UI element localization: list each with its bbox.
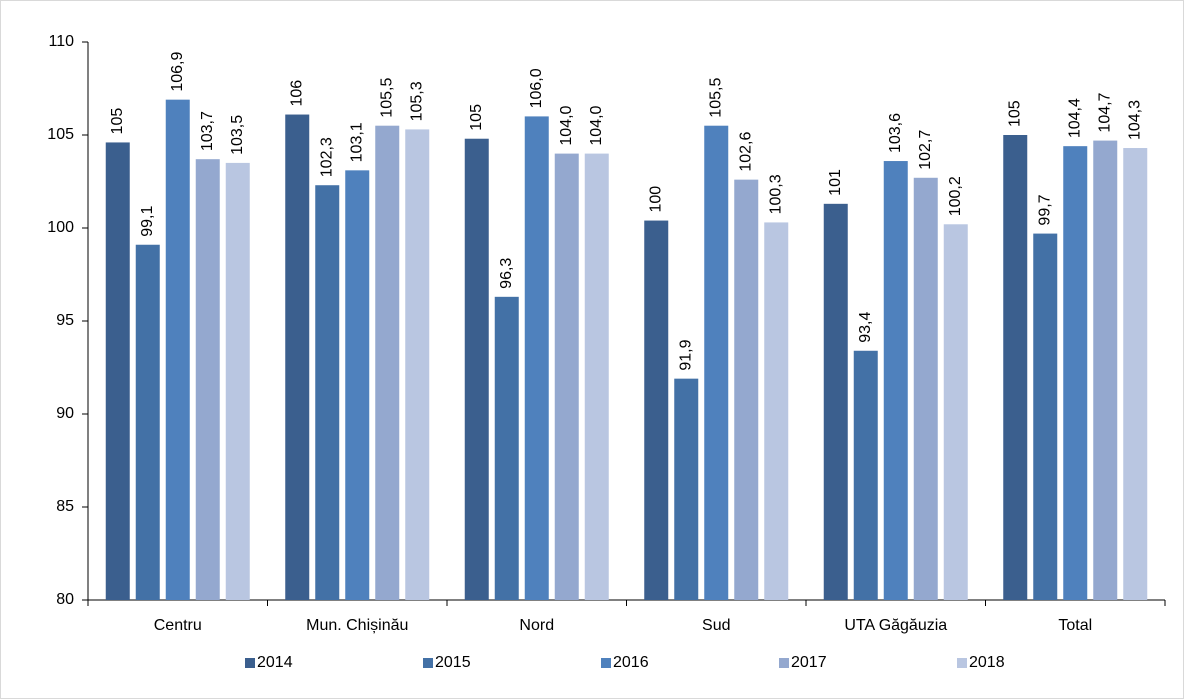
bar <box>644 220 669 600</box>
value-label: 106,0 <box>528 68 545 108</box>
bar <box>165 99 190 600</box>
bar <box>1063 146 1088 600</box>
bar <box>225 162 250 600</box>
legend-swatch <box>779 658 789 668</box>
legend-label: 2015 <box>435 654 471 671</box>
x-tick-label: Nord <box>519 617 554 634</box>
bar <box>315 185 340 600</box>
value-label: 105 <box>468 104 485 131</box>
legend-swatch <box>245 658 255 668</box>
value-label: 103,1 <box>348 122 365 162</box>
bar <box>494 296 519 600</box>
bar <box>764 222 789 601</box>
legend-swatch <box>601 658 611 668</box>
bar <box>195 159 220 600</box>
value-label: 103,6 <box>887 113 904 153</box>
value-label: 105,5 <box>707 78 724 118</box>
bar <box>1093 140 1118 600</box>
y-tick-label: 110 <box>48 33 74 50</box>
bar <box>1003 135 1028 600</box>
bar <box>1123 148 1148 600</box>
legend-label: 2018 <box>969 654 1005 671</box>
value-label: 106 <box>288 80 305 107</box>
bar <box>105 142 130 600</box>
bar <box>584 153 609 600</box>
value-label: 100,2 <box>947 176 964 216</box>
bar <box>135 244 160 601</box>
bar <box>883 161 908 601</box>
y-tick-label: 80 <box>56 591 74 608</box>
value-label: 101 <box>827 169 844 196</box>
value-label: 96,3 <box>498 258 515 289</box>
bar <box>853 350 878 600</box>
y-tick-label: 105 <box>47 126 74 143</box>
value-label: 102,6 <box>737 131 754 171</box>
value-label: 104,3 <box>1126 100 1143 140</box>
value-label: 99,7 <box>1036 194 1053 225</box>
value-label: 104,4 <box>1066 98 1083 138</box>
x-tick-label: Sud <box>702 617 730 634</box>
value-label: 105,3 <box>408 81 425 121</box>
value-label: 105 <box>109 108 126 135</box>
value-label: 103,5 <box>229 115 246 155</box>
bar <box>375 125 400 600</box>
y-tick-label: 90 <box>56 405 74 422</box>
legend-label: 2016 <box>613 654 649 671</box>
legend-label: 2017 <box>791 654 827 671</box>
legend-label: 2014 <box>257 654 293 671</box>
bar <box>464 138 489 600</box>
bar <box>674 378 699 600</box>
y-tick-label: 95 <box>56 312 74 329</box>
bar <box>285 114 310 600</box>
x-tick-label: Mun. Chișinău <box>306 617 408 634</box>
value-label: 100 <box>647 186 664 213</box>
bar <box>524 116 549 601</box>
value-label: 106,9 <box>169 52 186 92</box>
value-label: 104,0 <box>588 105 605 145</box>
value-label: 105 <box>1006 100 1023 127</box>
x-tick-label: Centru <box>154 617 202 634</box>
bar <box>405 129 430 601</box>
bar <box>704 125 729 600</box>
value-label: 102,3 <box>318 137 335 177</box>
value-label: 104,7 <box>1096 92 1113 132</box>
value-label: 103,7 <box>199 111 216 151</box>
value-label: 99,1 <box>139 205 156 236</box>
bar <box>345 170 370 600</box>
bar <box>823 203 848 600</box>
bar <box>554 153 579 600</box>
y-tick-label: 100 <box>47 219 74 236</box>
x-tick-label: Total <box>1058 617 1092 634</box>
value-label: 100,3 <box>767 174 784 214</box>
bar <box>1033 233 1058 600</box>
bar <box>913 177 938 600</box>
value-label: 104,0 <box>558 105 575 145</box>
legend-swatch <box>423 658 433 668</box>
value-label: 93,4 <box>857 312 874 343</box>
y-tick-label: 85 <box>56 498 74 515</box>
value-label: 91,9 <box>677 339 694 370</box>
legend-swatch <box>957 658 967 668</box>
x-tick-label: UTA Găgăuzia <box>844 617 947 634</box>
value-label: 102,7 <box>917 130 934 170</box>
bar <box>734 179 759 600</box>
bar <box>943 224 968 600</box>
value-label: 105,5 <box>378 78 395 118</box>
